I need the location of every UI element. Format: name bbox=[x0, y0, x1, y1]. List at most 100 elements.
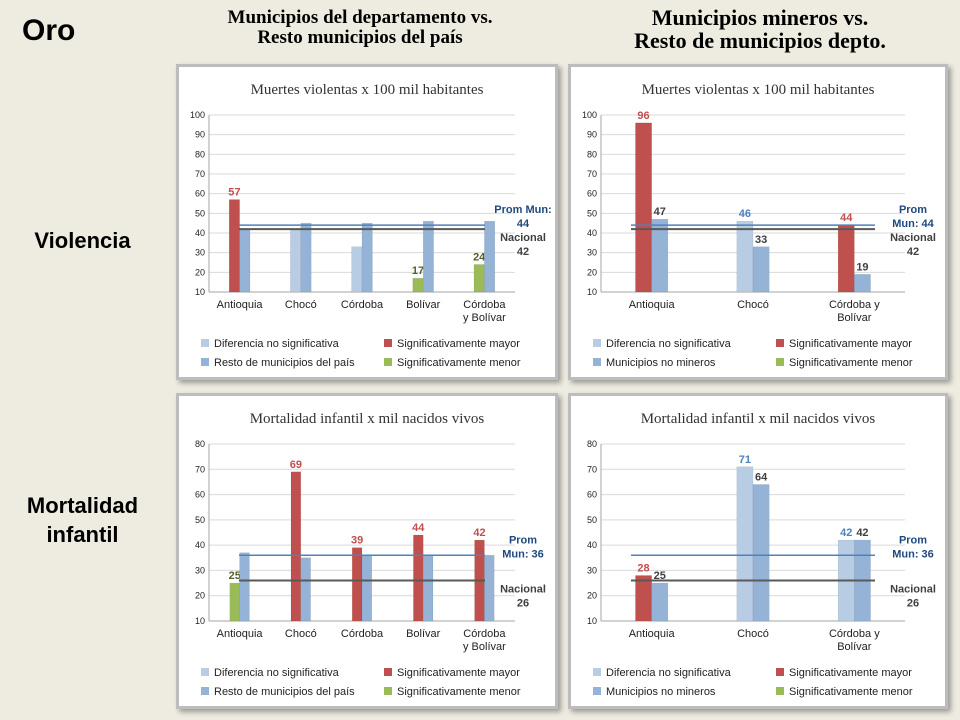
column-header-line: Municipios mineros vs. bbox=[651, 5, 869, 30]
y-tick-label: 60 bbox=[195, 189, 205, 199]
x-category-label: Chocó bbox=[737, 628, 769, 640]
bar bbox=[484, 555, 495, 622]
y-tick-label: 30 bbox=[587, 248, 597, 258]
legend-label: Resto de municipios del país bbox=[214, 357, 355, 369]
y-tick-label: 40 bbox=[195, 540, 205, 550]
nacional-label: 42 bbox=[517, 246, 529, 258]
bar bbox=[422, 220, 434, 293]
chart-title: Mortalidad infantil x mil nacidos vivos bbox=[641, 411, 876, 427]
legend-swatch bbox=[384, 358, 392, 366]
data-label: 42 bbox=[840, 527, 852, 539]
nacional-label: 42 bbox=[907, 246, 919, 258]
y-tick-label: 50 bbox=[587, 208, 597, 218]
legend-swatch bbox=[776, 339, 784, 347]
prom-label: Prom Mun: bbox=[494, 204, 551, 216]
data-label: 44 bbox=[412, 522, 425, 534]
data-label: 24 bbox=[473, 251, 486, 263]
y-tick-label: 80 bbox=[195, 149, 205, 159]
prom-label: Prom bbox=[899, 534, 927, 546]
y-tick-label: 40 bbox=[587, 540, 597, 550]
column-header-departamento: Municipios del departamento vs. Resto mu… bbox=[160, 8, 560, 48]
x-category-label: Bolívar bbox=[837, 312, 872, 324]
legend-label: Significativamente mayor bbox=[789, 667, 912, 679]
bar bbox=[752, 246, 770, 293]
y-tick-label: 10 bbox=[587, 616, 597, 626]
bar bbox=[635, 575, 652, 622]
bar bbox=[736, 220, 754, 293]
legend-swatch bbox=[384, 668, 392, 676]
data-label: 19 bbox=[856, 261, 868, 273]
legend-label: Significativamente menor bbox=[789, 686, 913, 698]
prom-label: Prom bbox=[509, 534, 537, 546]
chart-panel-mortalidad-departamento: Mortalidad infantil x mil nacidos vivos 1… bbox=[176, 393, 558, 709]
nacional-label: Nacional bbox=[500, 232, 546, 244]
legend-label: Significativamente menor bbox=[789, 357, 913, 369]
legend-swatch bbox=[593, 358, 601, 366]
legend-label: Significativamente mayor bbox=[397, 667, 520, 679]
y-tick-label: 60 bbox=[195, 490, 205, 500]
data-label: 17 bbox=[412, 265, 424, 277]
y-tick-label: 10 bbox=[587, 287, 597, 297]
x-category-label: Chocó bbox=[285, 299, 317, 311]
bar bbox=[290, 228, 302, 293]
legend-label: Diferencia no significativa bbox=[606, 667, 732, 679]
prom-label: Prom bbox=[899, 204, 927, 216]
y-tick-label: 30 bbox=[195, 565, 205, 575]
bar bbox=[837, 224, 855, 293]
bar bbox=[736, 466, 754, 622]
y-tick-label: 30 bbox=[587, 565, 597, 575]
bar bbox=[239, 552, 250, 622]
data-label: 47 bbox=[654, 206, 666, 218]
y-tick-label: 90 bbox=[587, 130, 597, 140]
x-category-label: Córdoba y bbox=[829, 299, 880, 311]
x-category-label: Córdoba bbox=[341, 628, 384, 640]
chart-svg: Mortalidad infantil x mil nacidos vivos 1… bbox=[587, 411, 936, 698]
data-label: 33 bbox=[755, 234, 767, 246]
x-category-label: Bolívar bbox=[837, 641, 872, 653]
bar bbox=[300, 557, 311, 622]
legend-label: Municipios no mineros bbox=[606, 686, 716, 698]
bar bbox=[361, 555, 373, 622]
y-tick-label: 20 bbox=[587, 591, 597, 601]
bar bbox=[854, 274, 871, 293]
legend-swatch bbox=[201, 358, 209, 366]
bar bbox=[752, 484, 770, 622]
chart-svg: Mortalidad infantil x mil nacidos vivos 1… bbox=[195, 411, 546, 698]
legend-swatch bbox=[201, 687, 209, 695]
y-tick-label: 70 bbox=[195, 169, 205, 179]
y-tick-label: 70 bbox=[195, 464, 205, 474]
data-label: 64 bbox=[755, 471, 768, 483]
nacional-label: 26 bbox=[517, 598, 529, 610]
y-tick-label: 50 bbox=[587, 515, 597, 525]
y-tick-label: 80 bbox=[587, 439, 597, 449]
legend-swatch bbox=[593, 339, 601, 347]
x-category-label: Chocó bbox=[285, 628, 317, 640]
legend-label: Significativamente menor bbox=[397, 686, 521, 698]
data-label: 28 bbox=[637, 562, 649, 574]
nacional-label: Nacional bbox=[890, 584, 936, 596]
x-category-label: Bolívar bbox=[406, 299, 441, 311]
y-tick-label: 50 bbox=[195, 515, 205, 525]
y-tick-label: 70 bbox=[587, 464, 597, 474]
y-tick-label: 20 bbox=[195, 591, 205, 601]
bar bbox=[412, 277, 424, 293]
row-label-mortalidad: Mortalidad infantil bbox=[10, 492, 155, 549]
x-category-label: Antioquia bbox=[629, 628, 676, 640]
row-label-violencia: Violencia bbox=[34, 228, 131, 253]
y-tick-label: 20 bbox=[195, 267, 205, 277]
legend-swatch bbox=[776, 358, 784, 366]
y-tick-label: 60 bbox=[587, 490, 597, 500]
bar bbox=[228, 199, 240, 293]
prom-label: Mun: 36 bbox=[892, 548, 934, 560]
legend-label: Resto de municipios del país bbox=[214, 686, 355, 698]
legend-label: Significativamente mayor bbox=[397, 338, 520, 350]
legend-swatch bbox=[776, 687, 784, 695]
bar bbox=[290, 471, 302, 622]
legend-swatch bbox=[384, 687, 392, 695]
bar bbox=[351, 246, 363, 293]
y-tick-label: 30 bbox=[195, 248, 205, 258]
legend-label: Significativamente mayor bbox=[789, 338, 912, 350]
y-tick-label: 10 bbox=[195, 616, 205, 626]
prom-label: 44 bbox=[517, 218, 530, 230]
x-category-label: y Bolívar bbox=[463, 641, 506, 653]
